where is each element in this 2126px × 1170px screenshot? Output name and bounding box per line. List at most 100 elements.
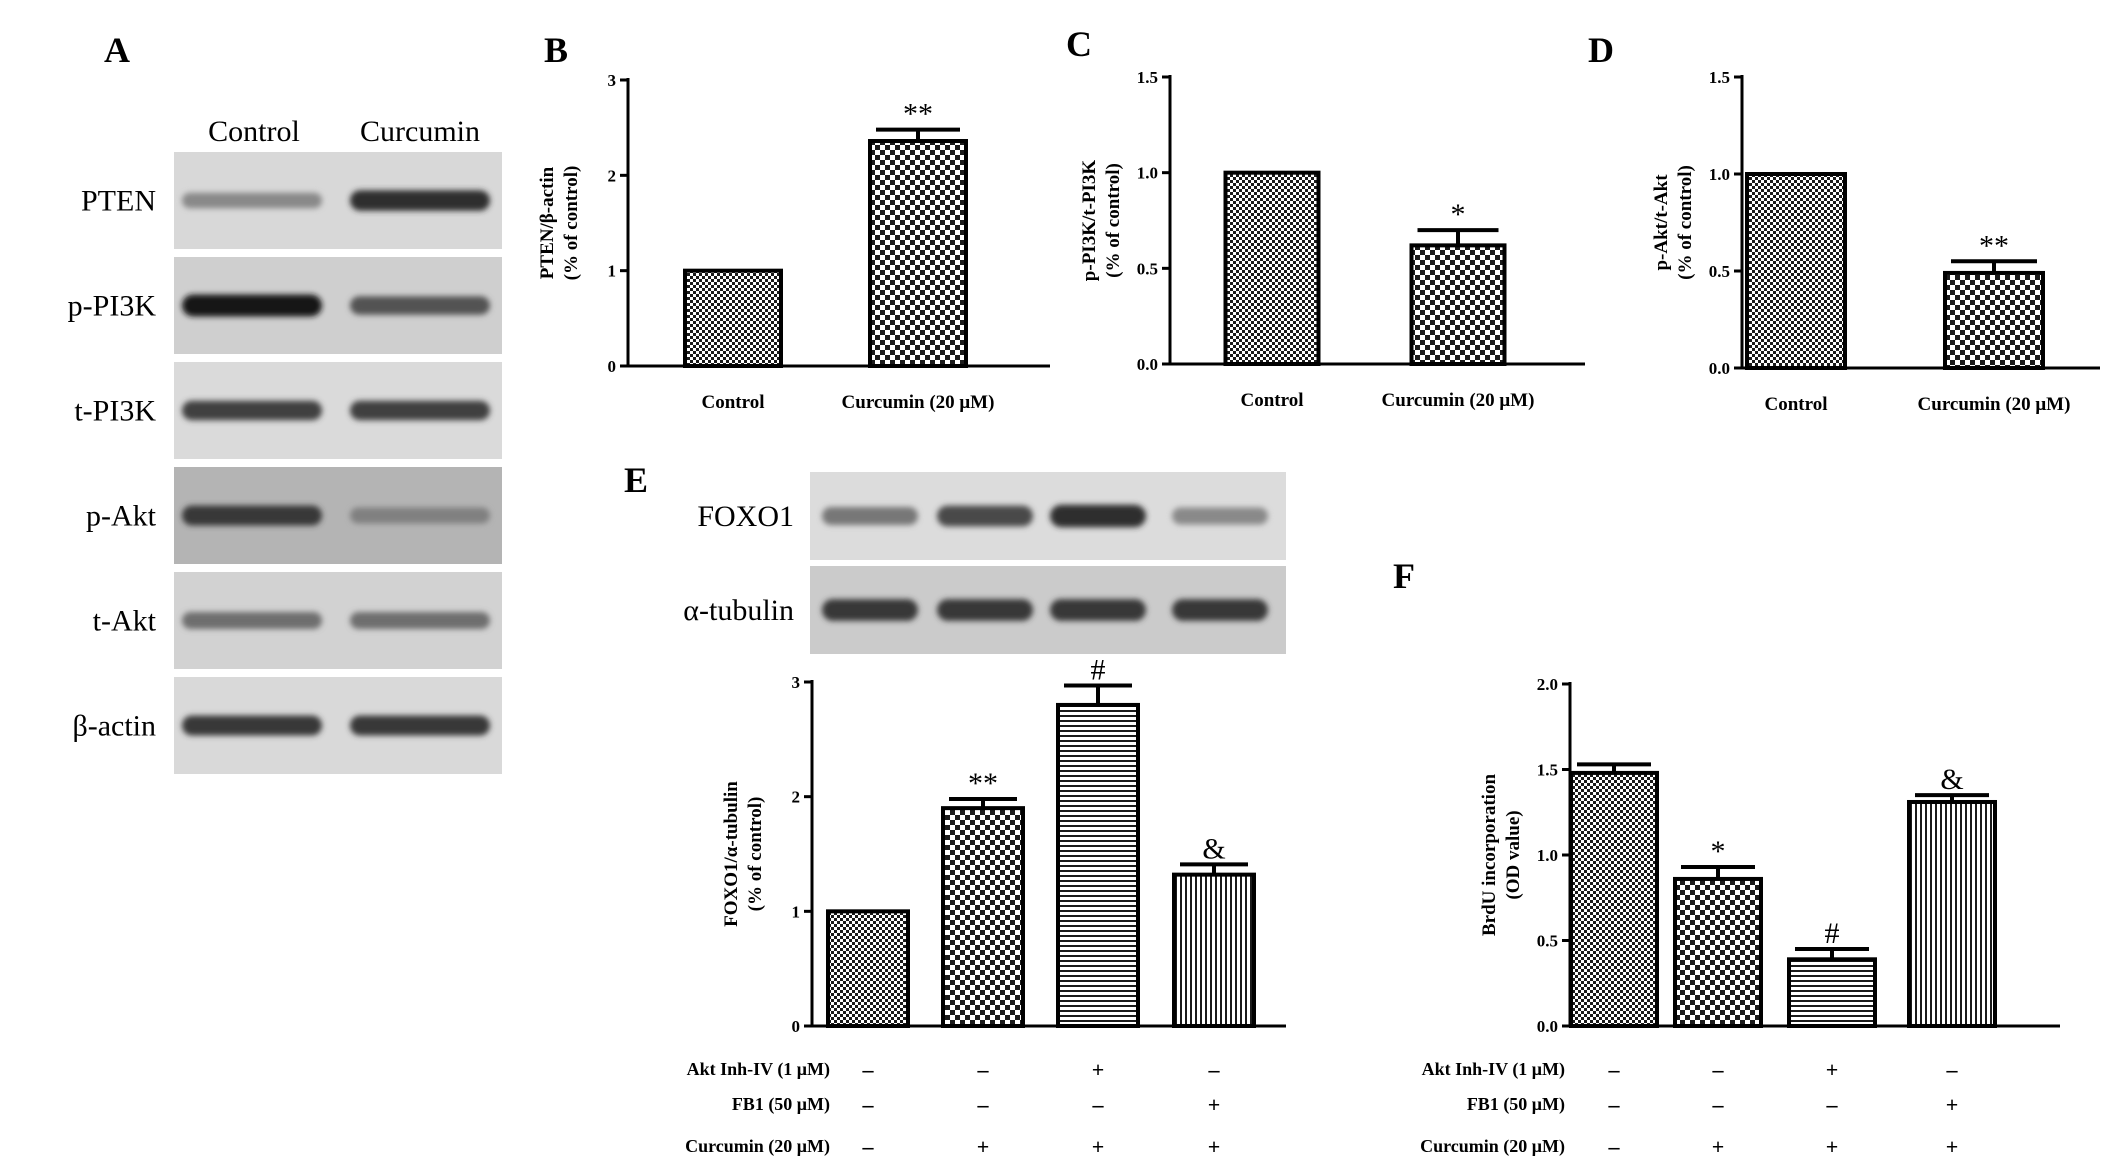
bar xyxy=(1673,876,1763,1028)
y-tick-label: 1.5 xyxy=(1709,68,1730,87)
y-tick-label: 2 xyxy=(792,788,801,807)
bar xyxy=(1056,702,1140,1029)
y-tick-label: 0.0 xyxy=(1709,359,1730,378)
bar xyxy=(826,909,910,1028)
condition-sign: – xyxy=(862,1134,875,1159)
blot-e-band xyxy=(1172,599,1268,621)
y-axis-label-line: (% of control) xyxy=(561,166,582,281)
condition-label: Akt Inh-IV (1 μM) xyxy=(687,1059,830,1080)
y-axis-label: PTEN/β-actin (% of control) xyxy=(537,166,582,281)
condition-sign: – xyxy=(977,1057,990,1082)
y-tick-label: 1 xyxy=(792,902,801,921)
condition-sign: – xyxy=(1608,1134,1621,1159)
blot-e-row-label: α-tubulin xyxy=(683,594,794,627)
y-axis-label: FOXO1/α-tubulin (% of control) xyxy=(721,781,766,927)
y-axis-label-line: p-Akt/t-Akt xyxy=(1651,174,1672,271)
y-axis-label-line: PTEN/β-actin xyxy=(537,166,558,279)
significance-label: ** xyxy=(1979,229,2009,262)
panel-label-c: C xyxy=(1066,24,1092,64)
y-tick-label: 1 xyxy=(608,262,617,281)
significance-label: # xyxy=(1091,653,1106,686)
panel-label-e: E xyxy=(624,460,648,500)
bar xyxy=(1223,170,1321,366)
blot-a-column-control: Control xyxy=(208,115,300,148)
condition-sign: – xyxy=(977,1092,990,1117)
blot-a-band xyxy=(182,611,322,630)
y-tick-label: 0.5 xyxy=(1137,259,1158,278)
western-blot-e: FOXO1 α-tubulin xyxy=(683,472,1286,654)
bar xyxy=(941,806,1025,1029)
condition-sign: + xyxy=(1946,1092,1959,1117)
blot-a-row-label: PTEN xyxy=(81,185,156,218)
panel-label-d: D xyxy=(1588,30,1614,70)
condition-sign: – xyxy=(1092,1092,1105,1117)
blot-a-column-curcumin: Curcumin xyxy=(360,115,480,148)
x-category-label: Control xyxy=(702,392,765,413)
y-tick-label: 1.0 xyxy=(1137,164,1158,183)
y-tick-label: 3 xyxy=(792,673,801,692)
blot-a-band xyxy=(350,611,490,630)
bar xyxy=(868,139,968,368)
condition-sign: + xyxy=(1826,1057,1839,1082)
blot-e-band xyxy=(1172,507,1268,525)
condition-sign: + xyxy=(1092,1134,1105,1159)
condition-sign: – xyxy=(1712,1092,1725,1117)
chart-foxo1: 0 1 2 3 FOXO1/α-tubulin (% of control) ** # & Akt… xyxy=(685,653,1286,1159)
blot-a-row-label: β-actin xyxy=(72,710,156,743)
blot-a-band xyxy=(350,715,490,736)
y-axis-label-line: FOXO1/α-tubulin xyxy=(721,781,742,927)
significance-label: * xyxy=(1711,835,1726,868)
blot-a-band xyxy=(350,507,490,524)
blot-a-row-label: p-PI3K xyxy=(68,290,157,323)
blot-e-strips: FOXO1 α-tubulin xyxy=(683,472,1286,654)
significance-label: * xyxy=(1451,198,1466,231)
condition-sign: + xyxy=(1208,1134,1221,1159)
blot-a-band xyxy=(182,505,322,526)
y-tick-label: 1.5 xyxy=(1537,761,1558,780)
y-tick-label: 3 xyxy=(608,71,617,90)
condition-sign: – xyxy=(862,1092,875,1117)
y-tick-label: 0.5 xyxy=(1709,262,1730,281)
significance-label: & xyxy=(1940,763,1963,796)
condition-sign: – xyxy=(1608,1092,1621,1117)
chart-brdu: 0.0 0.5 1.0 1.5 2.0 BrdU incorporation (OD val… xyxy=(1420,675,2060,1159)
x-category-label: Curcumin (20 μM) xyxy=(842,392,995,413)
y-axis-label-line: (OD value) xyxy=(1503,810,1524,899)
panel-label-b: B xyxy=(544,30,568,70)
significance-label: ** xyxy=(903,98,933,131)
y-tick-label: 0.0 xyxy=(1137,355,1158,374)
blot-e-band xyxy=(937,505,1033,527)
blot-e-band xyxy=(937,599,1033,621)
y-axis-label: p-PI3K/t-PI3K (% of control) xyxy=(1079,160,1124,282)
blot-a-band xyxy=(350,296,490,315)
blot-e-row-label: FOXO1 xyxy=(697,500,794,533)
condition-label: Akt Inh-IV (1 μM) xyxy=(1422,1059,1565,1080)
bar xyxy=(1409,243,1507,366)
x-category-label: Curcumin (20 μM) xyxy=(1382,390,1535,411)
condition-sign: + xyxy=(1092,1057,1105,1082)
chart-p-akt: 0.0 0.5 1.0 1.5 p-Akt/t-Akt (% of control) ** C… xyxy=(1651,68,2100,415)
blot-a-row-label: t-PI3K xyxy=(74,395,156,428)
y-tick-label: 0.0 xyxy=(1537,1017,1558,1036)
condition-label: Curcumin (20 μM) xyxy=(685,1136,830,1157)
x-category-label: Control xyxy=(1765,394,1828,415)
condition-label: FB1 (50 μM) xyxy=(732,1094,830,1115)
significance-label: ** xyxy=(968,767,998,800)
panel-label-f: F xyxy=(1393,556,1415,596)
blot-a-band xyxy=(182,294,322,317)
chart-p-pi3k: 0.0 0.5 1.0 1.5 p-PI3K/t-PI3K (% of control) *… xyxy=(1079,68,1585,411)
condition-sign: – xyxy=(1712,1057,1725,1082)
y-axis-label-line: (% of control) xyxy=(1675,165,1696,280)
x-category-label: Control xyxy=(1241,390,1304,411)
blot-a-row-label: p-Akt xyxy=(86,500,157,533)
condition-sign: – xyxy=(1826,1092,1839,1117)
y-axis-label: p-Akt/t-Akt (% of control) xyxy=(1651,165,1696,280)
y-tick-label: 0 xyxy=(608,357,617,376)
y-tick-label: 0 xyxy=(792,1017,801,1036)
condition-sign: – xyxy=(1946,1057,1959,1082)
x-category-label: Curcumin (20 μM) xyxy=(1918,394,2071,415)
significance-label: # xyxy=(1825,917,1840,950)
blot-e-band xyxy=(822,599,918,621)
blot-a-band xyxy=(182,715,322,736)
